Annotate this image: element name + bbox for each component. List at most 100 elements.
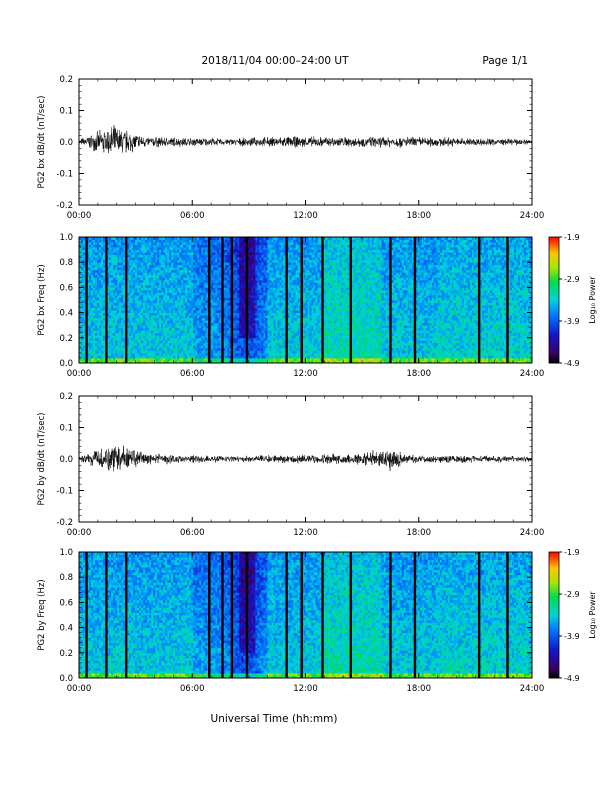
spectrogram-cell: [191, 267, 194, 271]
spectrogram-cell: [109, 297, 112, 301]
spectrogram-cell: [179, 357, 182, 361]
spectrogram-cell: [185, 337, 188, 341]
spectrogram-cell: [185, 360, 188, 364]
spectrogram-cell: [145, 352, 148, 356]
spectrogram-cell: [87, 307, 90, 311]
spectrogram-cell: [173, 325, 176, 329]
spectrogram-cell: [145, 310, 148, 313]
spectrogram-cell: [195, 310, 198, 313]
spectrogram-cell: [189, 244, 192, 248]
spectrogram-cell: [79, 264, 82, 268]
spectrogram-cell: [195, 340, 198, 344]
spectrogram-cell: [157, 322, 160, 326]
spectrogram-cell: [215, 297, 218, 301]
spectrogram-cell: [173, 355, 176, 359]
spectrogram-cell: [107, 239, 110, 243]
spectrogram-cell: [183, 284, 186, 288]
spectrogram-cell: [211, 252, 214, 256]
spectrogram-cell: [89, 282, 92, 286]
spectrogram-cell: [141, 312, 144, 316]
spectrogram-cell: [175, 305, 178, 308]
spectrogram-cell: [107, 259, 110, 263]
spectrogram-cell: [131, 267, 134, 271]
spectrogram-cell: [173, 269, 176, 273]
spectrogram-cell: [201, 307, 204, 311]
spectrogram-cell: [215, 289, 218, 293]
spectrogram-cell: [169, 360, 172, 364]
spectrogram-cell: [199, 279, 202, 283]
spectrogram-cell: [193, 345, 196, 349]
spectrogram-cell: [175, 262, 178, 266]
spectrogram-cell: [165, 335, 168, 339]
spectrogram-cell: [111, 257, 114, 261]
spectrogram-cell: [115, 350, 118, 354]
spectrogram-cell: [181, 350, 184, 354]
spectrogram-cell: [139, 239, 142, 243]
spectrogram-cell: [97, 277, 100, 281]
spectrogram-cell: [177, 272, 180, 276]
spectrogram-cell: [145, 335, 148, 339]
spectrogram-cell: [145, 259, 148, 263]
spectrogram-cell: [117, 277, 120, 281]
spectrogram-cell: [209, 267, 212, 271]
spectrogram-cell: [179, 305, 182, 308]
spectrogram-cell: [107, 325, 110, 329]
spectrogram-cell: [159, 237, 162, 240]
spectrogram-cell: [185, 322, 188, 326]
spectrogram-cell: [215, 325, 218, 329]
spectrogram-cell: [163, 257, 166, 261]
spectrogram-cell: [219, 340, 222, 344]
spectrogram-cell: [149, 300, 152, 303]
spectrogram-cell: [103, 269, 106, 273]
spectrogram-cell: [209, 274, 212, 278]
spectrogram-cell: [195, 302, 198, 306]
spectrogram-cell: [169, 262, 172, 266]
spectrogram-cell: [149, 269, 152, 273]
spectrogram-cell: [179, 315, 182, 319]
spectrogram-cell: [199, 284, 202, 288]
spectrogram-cell: [171, 300, 174, 303]
spectrogram-cell: [187, 342, 190, 346]
spectrogram-cell: [113, 292, 116, 296]
spectrogram-cell: [141, 249, 144, 253]
spectrogram-cell: [219, 302, 222, 306]
spectrogram-cell: [149, 312, 152, 316]
spectrogram-cell: [121, 320, 124, 324]
x-tick-label: 00:00: [67, 211, 92, 221]
spectrogram-cell: [113, 297, 116, 301]
spectrogram-cell: [95, 247, 98, 250]
page-number: Page 1/1: [482, 55, 528, 67]
spectrogram-cell: [201, 327, 204, 331]
spectrogram-cell: [109, 259, 112, 263]
spectrogram-cell: [201, 357, 204, 361]
spectrogram-cell: [91, 294, 94, 298]
spectrogram-cell: [201, 267, 204, 271]
spectrogram-cell: [213, 325, 216, 329]
spectrogram-cell: [175, 297, 178, 301]
spectrogram-cell: [185, 347, 188, 351]
spectrogram-cell: [195, 327, 198, 331]
spectrogram-cell: [165, 277, 168, 281]
spectrogram-cell: [149, 350, 152, 354]
spectrogram-cell: [131, 350, 134, 354]
page-title: 2018/11/04 00:00–24:00 UT: [201, 55, 349, 67]
spectrogram-cell: [137, 355, 140, 359]
spectrogram-cell: [101, 249, 104, 253]
spectrogram-cell: [195, 320, 198, 324]
spectrogram-cell: [149, 264, 152, 268]
spectrogram-cell: [91, 264, 94, 268]
spectrogram-cell: [189, 352, 192, 356]
spectrogram-cell: [195, 300, 198, 303]
spectrogram-cell: [107, 277, 110, 281]
spectrogram-cell: [123, 315, 126, 319]
spectrogram-cell: [169, 284, 172, 288]
spectrogram-cell: [211, 305, 214, 308]
spectrogram-cell: [79, 289, 82, 293]
spectrogram-cell: [201, 274, 204, 278]
spectrogram-cell: [157, 279, 160, 283]
spectrogram-cell: [131, 289, 134, 293]
spectrogram-cell: [107, 310, 110, 313]
spectrogram-cell: [113, 317, 116, 321]
spectrogram-cell: [95, 244, 98, 248]
spectrogram-cell: [107, 337, 110, 341]
